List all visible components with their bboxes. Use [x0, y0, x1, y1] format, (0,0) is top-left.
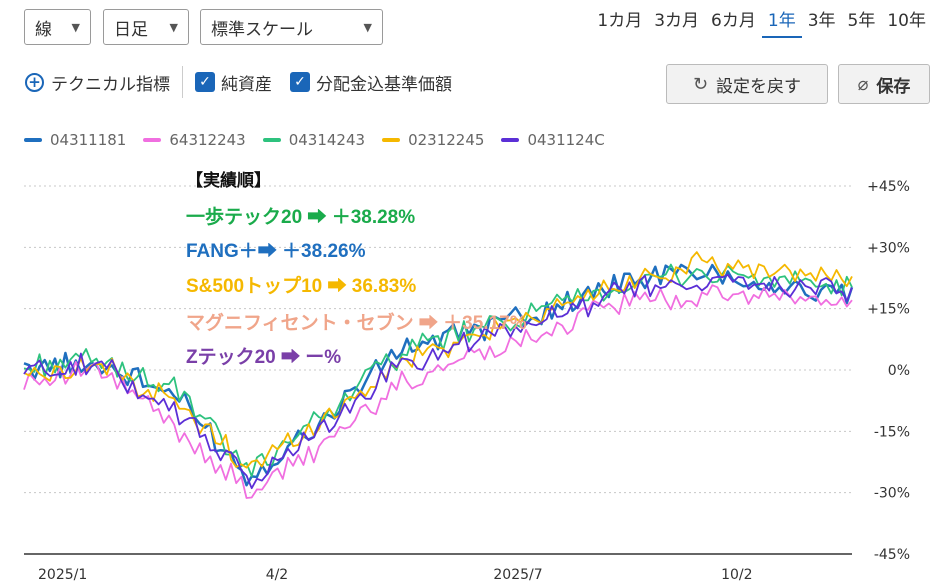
save-label: 保存	[876, 76, 911, 97]
series-line-0431124C[interactable]	[23, 273, 853, 490]
y-tick-label: -15%	[874, 424, 910, 440]
scale-value: 標準スケール	[211, 19, 313, 40]
legend-label: 02312245	[408, 131, 485, 149]
annotation-line: S&500トップ10 ➡ 36.83%	[186, 276, 417, 297]
legend-item[interactable]: 0431124C	[501, 131, 605, 149]
nav-label: 分配金込基準価額	[316, 74, 452, 95]
legend-label: 04314243	[288, 131, 366, 149]
series-line-04311181[interactable]	[23, 263, 854, 487]
y-tick-label: +30%	[867, 240, 910, 256]
triangle-down-icon: ▼	[363, 20, 372, 34]
x-tick-label: 4/2	[266, 567, 289, 583]
range-tab-10y[interactable]: 10年	[887, 11, 926, 31]
annotation-heading: 【実績順】	[186, 171, 271, 190]
reload-icon: ↻	[692, 73, 709, 95]
triangle-down-icon: ▼	[71, 20, 80, 34]
reset-settings-button[interactable]: ↻ 設定を戻す	[666, 64, 828, 104]
scale-dropdown[interactable]: 標準スケール ▼	[200, 9, 383, 45]
reset-settings-label: 設定を戻す	[716, 76, 802, 97]
plus-circle-icon[interactable]: +	[25, 72, 44, 92]
range-tab-3y[interactable]: 3年	[807, 11, 836, 31]
net-assets-label: 純資産	[221, 74, 272, 95]
chart-type-value: 線	[35, 19, 52, 40]
annotation-line: 一歩テック20 ➡ ＋38.28%	[186, 207, 416, 228]
range-tab-6m[interactable]: 6カ月	[711, 11, 756, 31]
divider	[182, 66, 183, 98]
series-line-04314243[interactable]	[23, 263, 853, 478]
interval-dropdown[interactable]: 日足 ▼	[103, 9, 189, 45]
net-assets-checkbox[interactable]: ✓	[195, 72, 215, 92]
paperclip-icon: ⌀	[857, 73, 869, 95]
annotation-line: Zテック20 ➡ ー%	[186, 347, 342, 368]
series-line-64312243[interactable]	[23, 284, 853, 499]
x-tick-label: 2025/1	[38, 567, 87, 583]
legend-item[interactable]: 64312243	[143, 131, 246, 149]
range-tab-1y[interactable]: 1年	[761, 8, 802, 38]
y-tick-label: -30%	[874, 486, 910, 502]
nav-checkbox[interactable]: ✓	[290, 72, 310, 92]
range-tabs: 1カ月 3カ月 6カ月 1年 3年 5年 10年	[591, 8, 932, 38]
legend-label: 0431124C	[527, 131, 605, 149]
y-tick-label: -45%	[874, 547, 910, 563]
options-row: + テクニカル指標 ✓ 純資産 ✓ 分配金込基準価額	[25, 66, 470, 98]
legend-swatch	[501, 138, 520, 142]
y-tick-label: 0%	[888, 363, 910, 379]
legend-item[interactable]: 04314243	[262, 131, 366, 149]
x-tick-label: 10/2	[721, 567, 752, 583]
legend-swatch	[143, 138, 162, 142]
legend-label: 04311181	[50, 131, 127, 149]
technical-indicator-link[interactable]: テクニカル指標	[51, 74, 170, 95]
annotation-line: マグニフィセント・セブン ➡ ＋35.17%	[186, 313, 527, 334]
triangle-down-icon: ▼	[169, 20, 178, 34]
legend-swatch	[24, 138, 42, 142]
series-line-02312245[interactable]	[23, 251, 853, 469]
chart-legend: 04311181 64312243 04314243 02312245 0431…	[24, 131, 622, 149]
save-button[interactable]: ⌀ 保存	[838, 64, 930, 104]
chart-type-dropdown[interactable]: 線 ▼	[24, 9, 91, 45]
legend-item[interactable]: 04311181	[24, 131, 126, 149]
legend-item[interactable]: 02312245	[382, 131, 484, 149]
annotation-line: FANG＋➡ ＋38.26%	[186, 241, 366, 262]
x-tick-label: 2025/7	[493, 567, 542, 583]
y-tick-label: +15%	[867, 302, 910, 318]
legend-swatch	[262, 138, 281, 142]
legend-swatch	[382, 138, 401, 142]
range-tab-1m[interactable]: 1カ月	[597, 11, 643, 31]
range-tab-3m[interactable]: 3カ月	[654, 11, 700, 31]
legend-label: 64312243	[169, 131, 246, 149]
y-tick-label: +45%	[867, 179, 910, 195]
interval-value: 日足	[114, 19, 148, 40]
range-tab-5y[interactable]: 5年	[847, 11, 876, 31]
